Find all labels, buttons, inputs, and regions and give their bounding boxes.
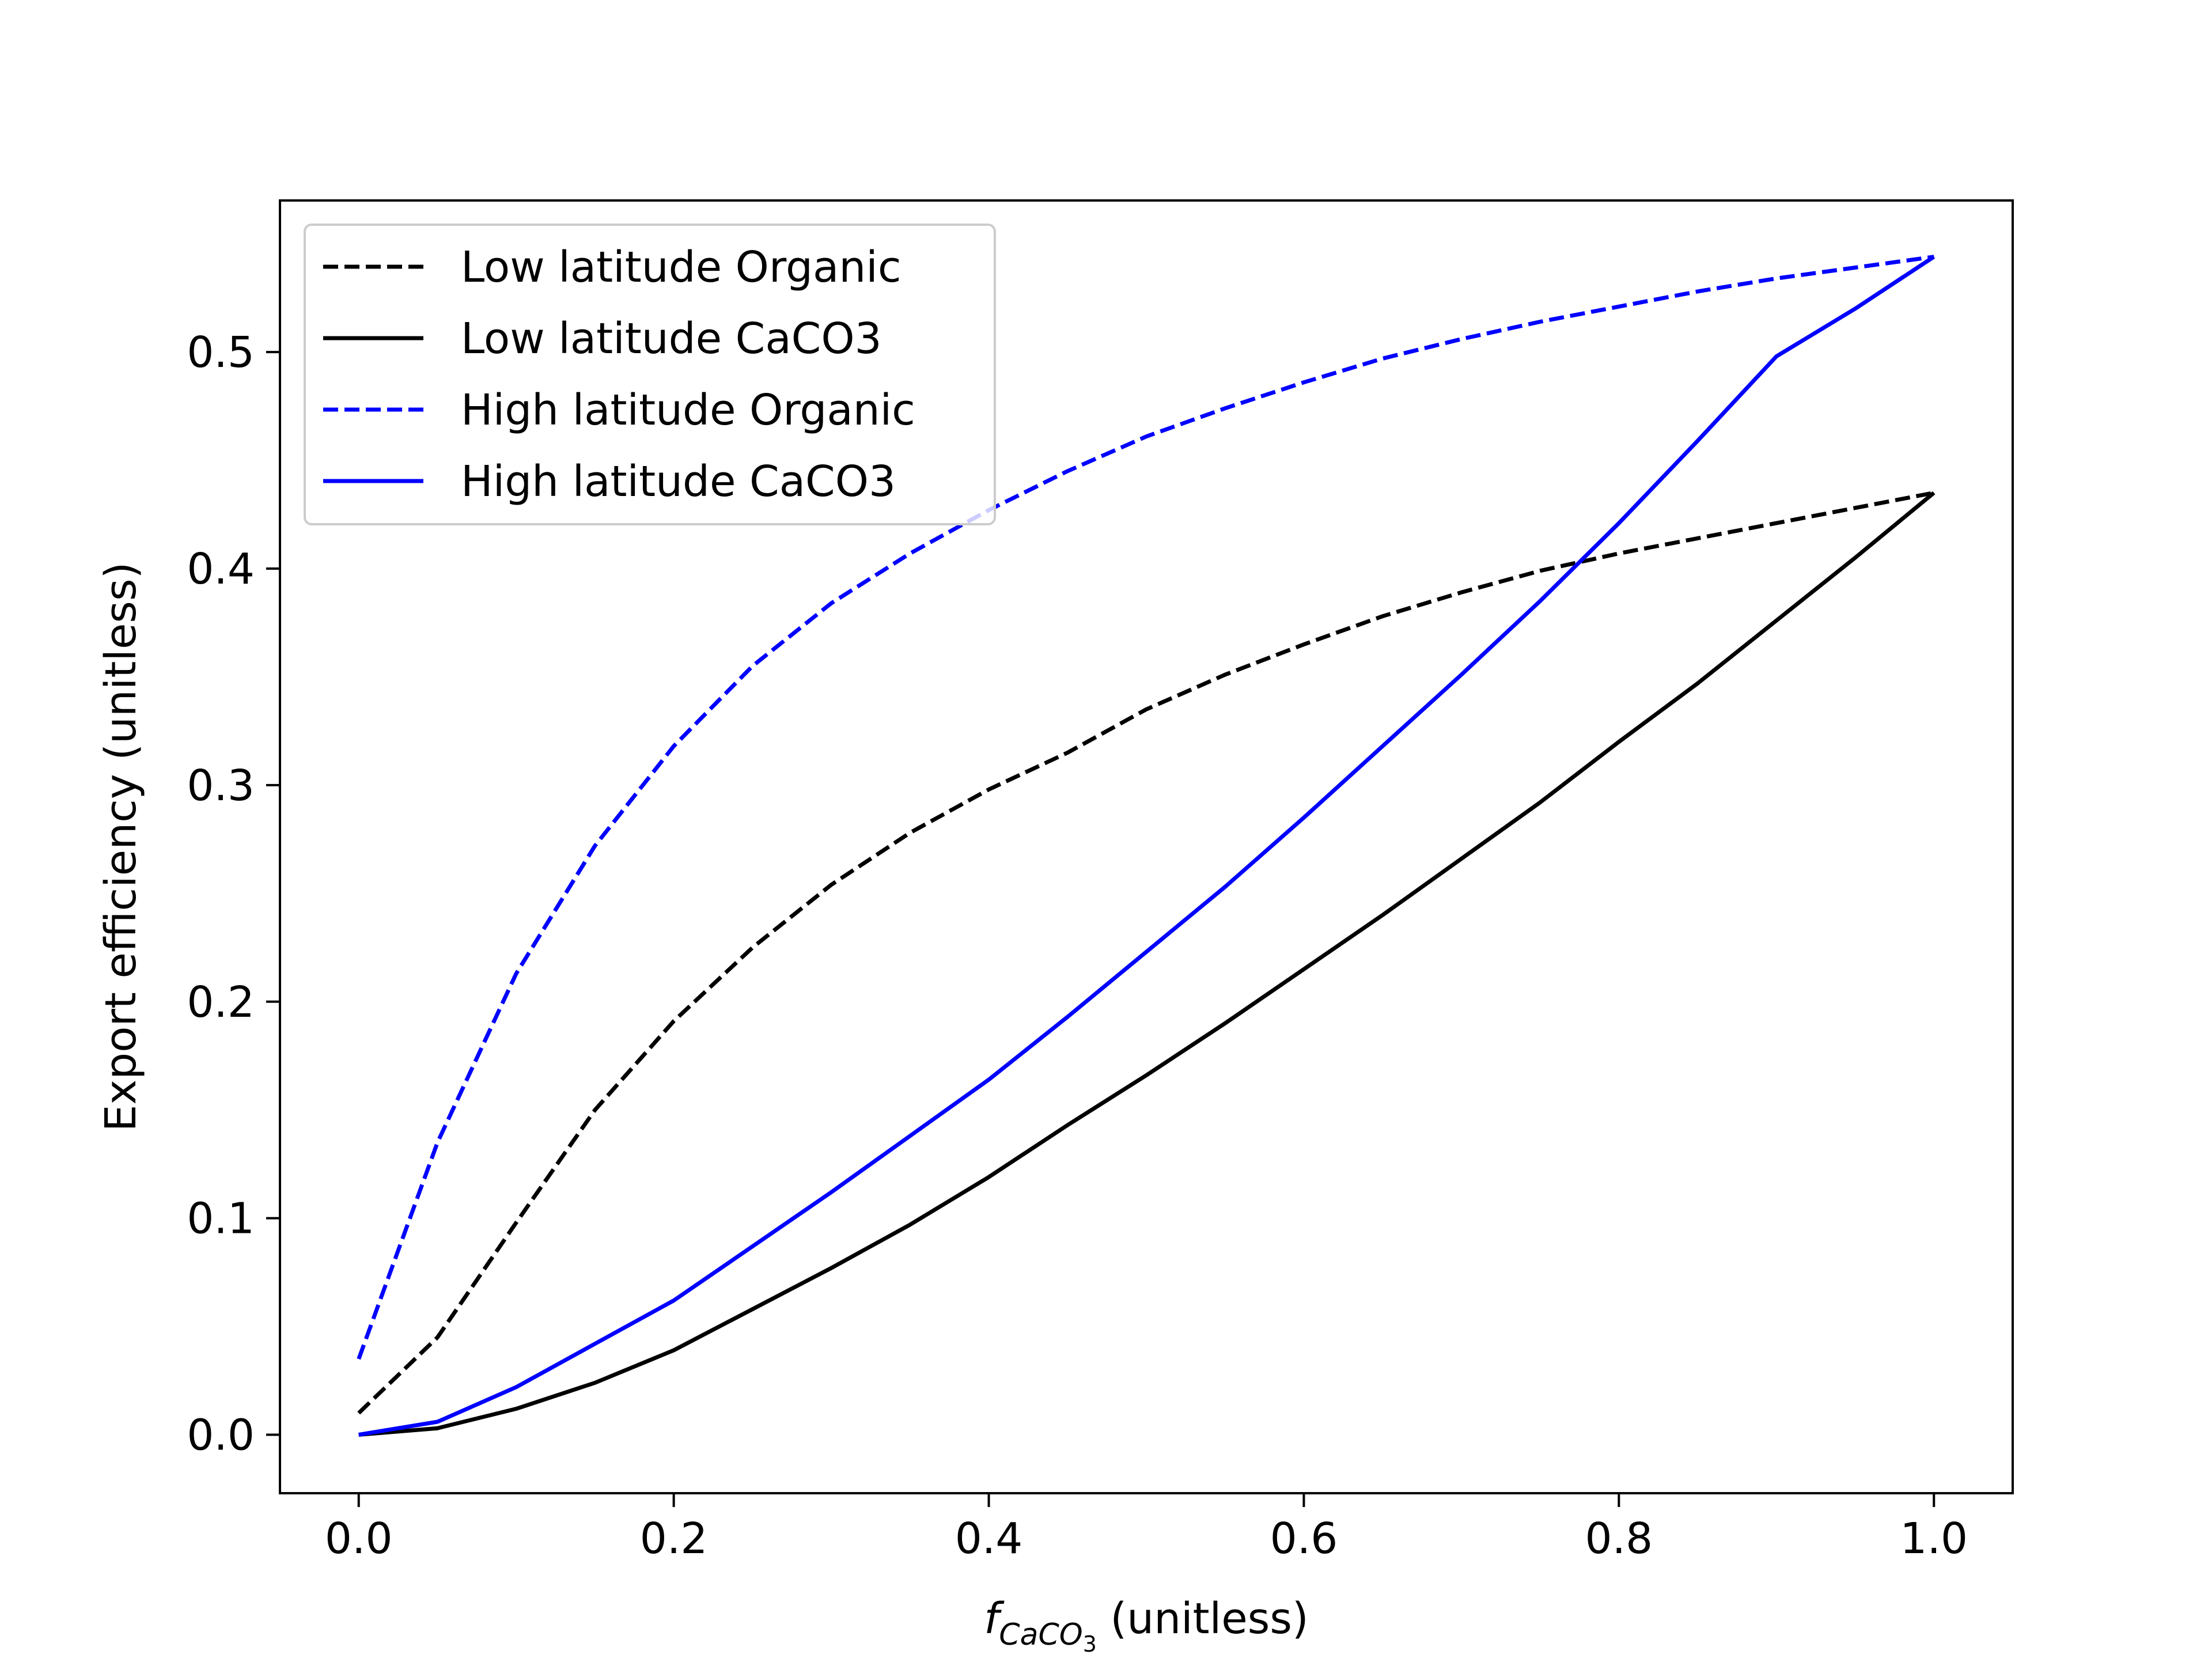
y-axis-label: Export efficiency (unitless) xyxy=(96,562,146,1132)
y-axis: 0.0 0.1 0.2 0.3 0.4 0.5 xyxy=(187,328,280,1460)
legend-label-1: Low latitude Organic xyxy=(461,243,902,292)
series-line-4 xyxy=(358,255,1936,1437)
series-layer xyxy=(357,255,1936,1437)
legend-box xyxy=(304,224,996,525)
y-tick-label: 0.2 xyxy=(187,978,255,1027)
x-tick-label: 0.0 xyxy=(325,1514,393,1563)
y-tick-label: 0.1 xyxy=(187,1194,255,1244)
x-axis-label: fCaCO3 (unitless) xyxy=(984,1594,1309,1657)
series-line-1 xyxy=(357,490,1934,1415)
x-tick-label: 1.0 xyxy=(1900,1514,1968,1563)
legend-label-3: High latitude Organic xyxy=(461,385,915,435)
x-axis: 0.0 0.2 0.4 0.6 0.8 1.0 xyxy=(325,1493,1968,1563)
x-axis-label-subscript: CaCO xyxy=(999,1618,1082,1652)
y-tick-label: 0.3 xyxy=(187,761,255,811)
legend: Low latitude Organic Low latitude CaCO3 Hi… xyxy=(304,224,996,525)
x-tick-label: 0.2 xyxy=(640,1514,708,1563)
y-tick-label: 0.5 xyxy=(187,328,255,377)
x-axis-label-suffix: (unitless) xyxy=(1097,1594,1309,1644)
y-tick-label: 0.4 xyxy=(187,544,255,594)
series-line-2 xyxy=(358,491,1936,1437)
x-tick-label: 0.8 xyxy=(1585,1514,1653,1563)
y-tick-label: 0.0 xyxy=(187,1411,255,1460)
x-tick-label: 0.6 xyxy=(1270,1514,1338,1563)
series-line-3 xyxy=(357,255,1934,1360)
legend-label-2: Low latitude CaCO3 xyxy=(461,314,882,364)
plot-area-frame xyxy=(279,199,2014,1494)
legend-label-4: High latitude CaCO3 xyxy=(461,457,896,506)
x-tick-label: 0.4 xyxy=(955,1514,1023,1563)
x-axis-label-subsubscript: 3 xyxy=(1083,1631,1097,1657)
